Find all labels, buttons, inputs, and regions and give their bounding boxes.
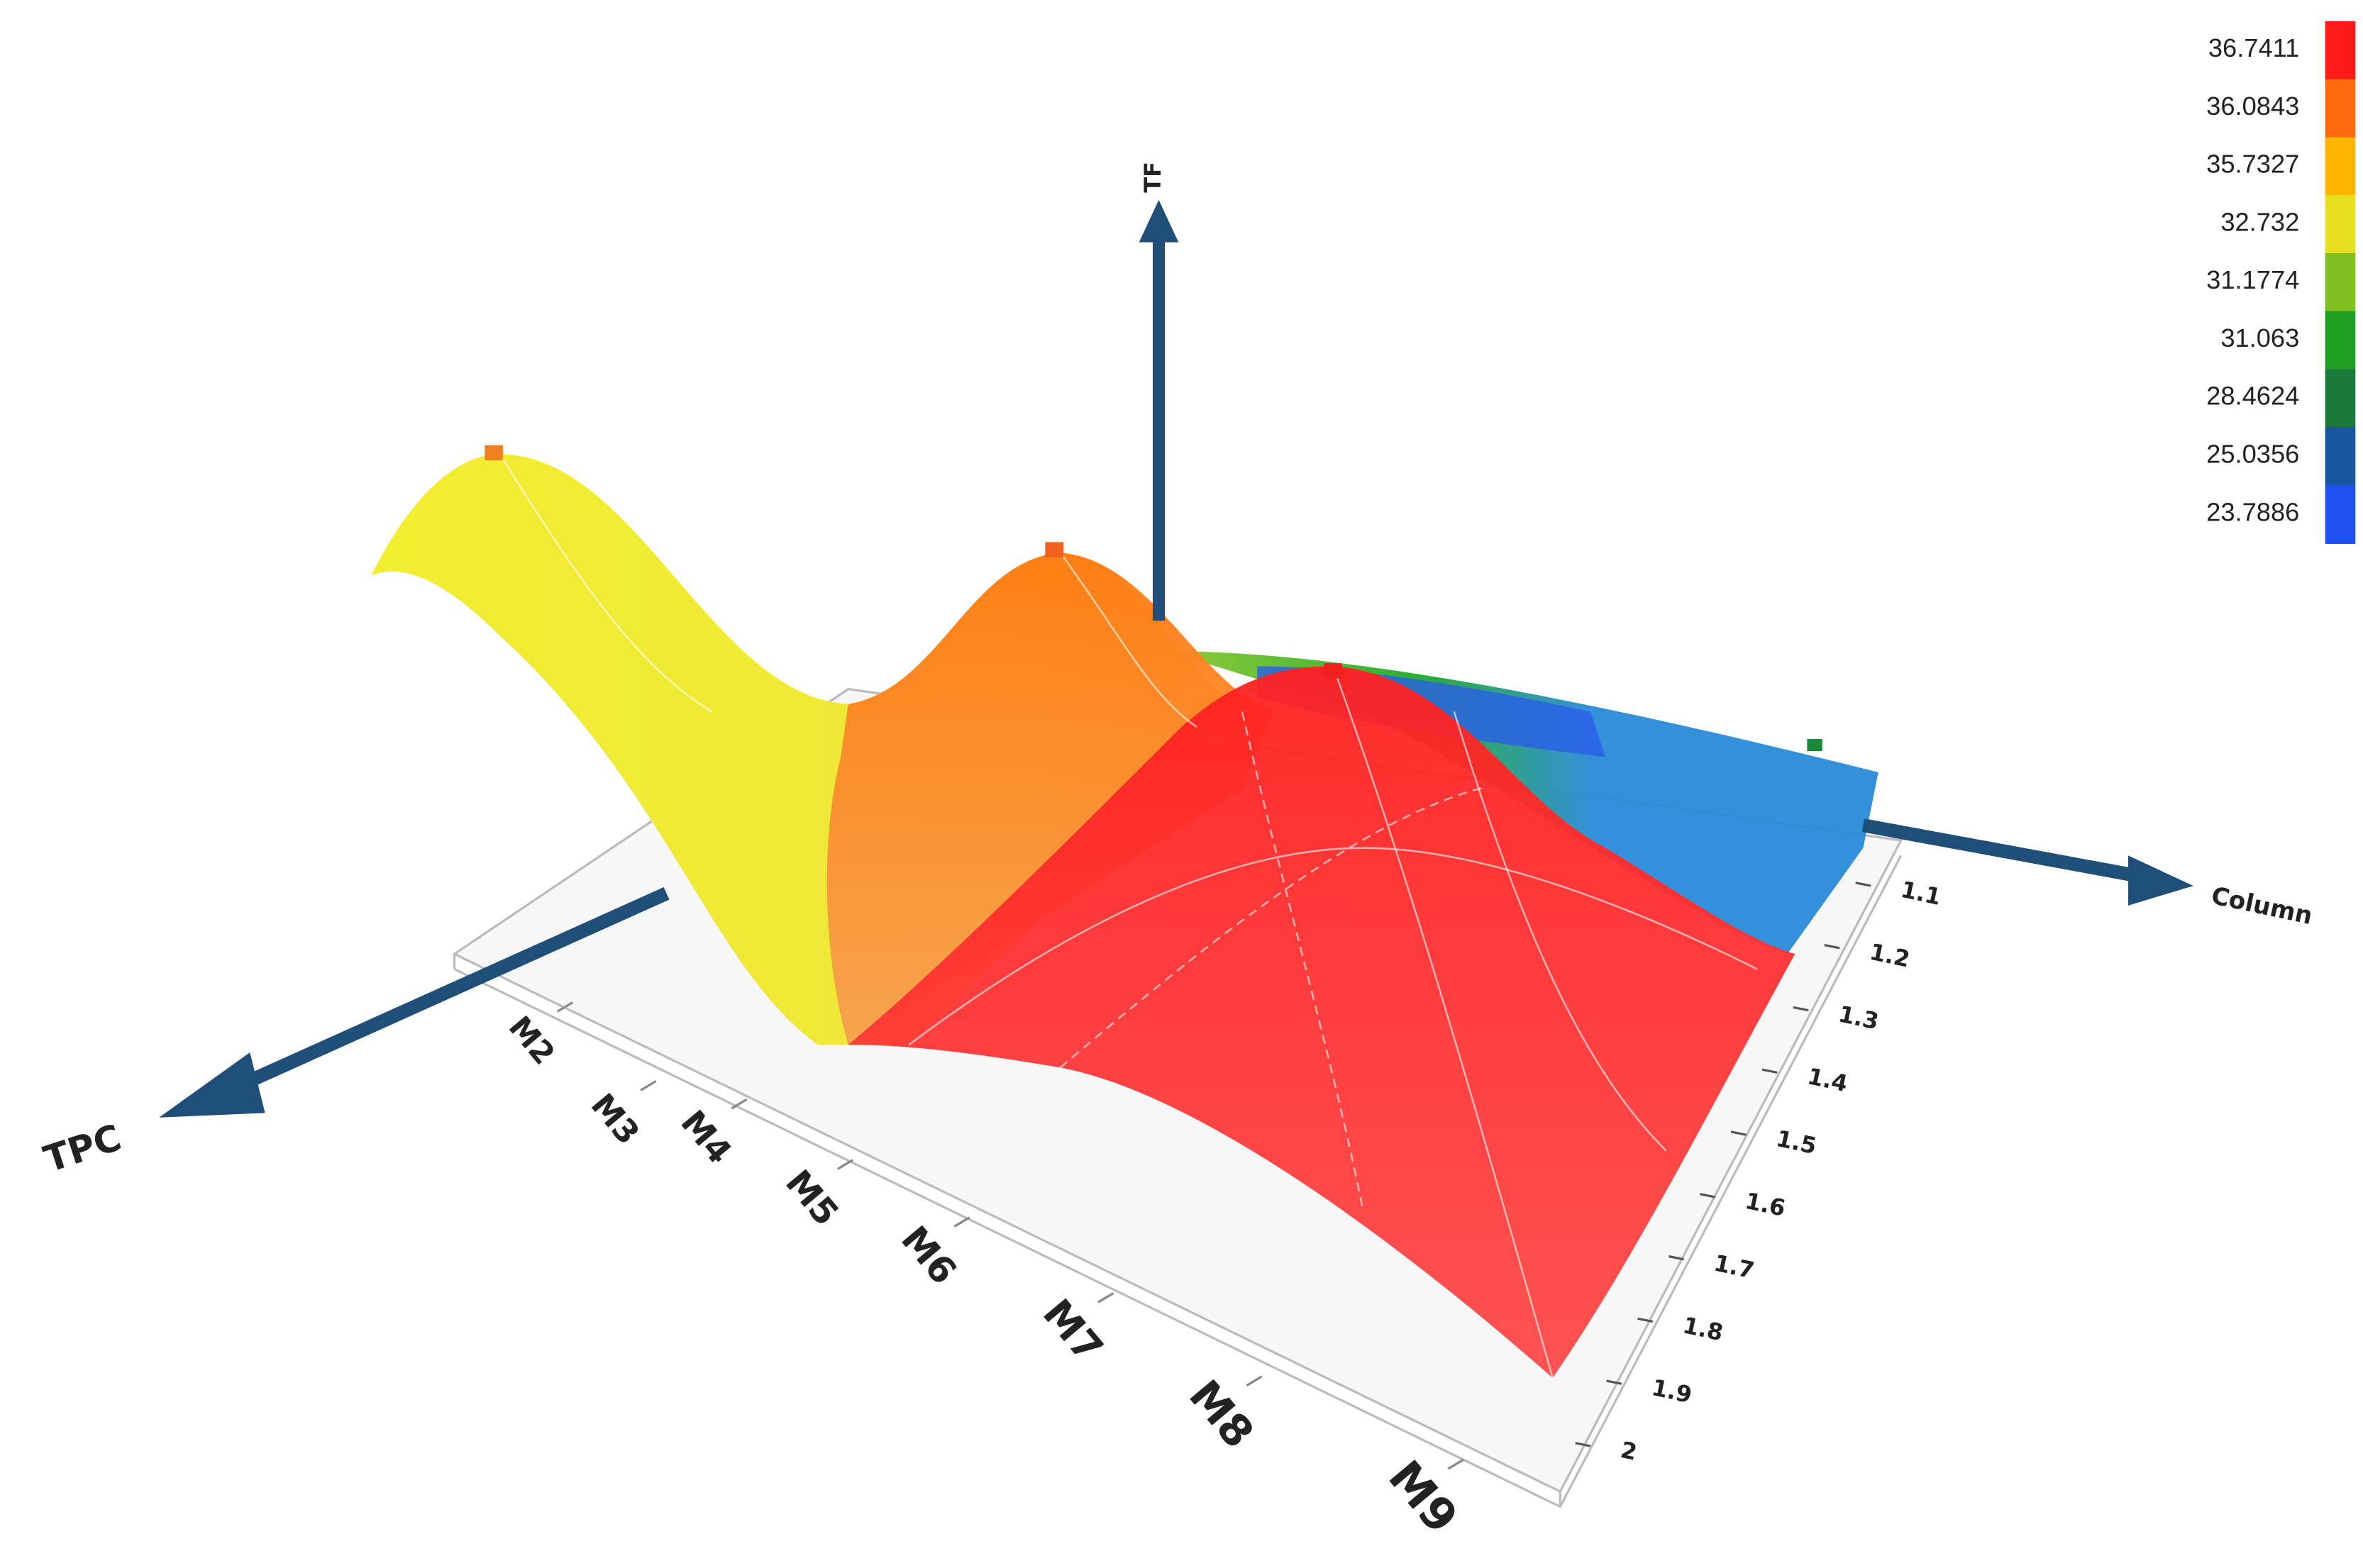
x-tick: [1447, 1458, 1464, 1470]
legend-label: 31.1774: [2206, 265, 2299, 294]
y-tick-label: 1.9: [1649, 1374, 1694, 1408]
x-tick: [1097, 1292, 1114, 1303]
x-tick: [953, 1216, 970, 1228]
legend-label: 28.4624: [2206, 382, 2299, 411]
y-tick: [1793, 1006, 1809, 1012]
x-tick: [556, 1001, 573, 1013]
y-tick: [1699, 1193, 1715, 1199]
legend-label: 25.0356: [2206, 440, 2299, 469]
y-tick: [1761, 1068, 1778, 1074]
y-tick-label: 1.7: [1712, 1250, 1756, 1284]
x-tick-label: M4: [673, 1103, 739, 1172]
x-tick-label: M2: [502, 1010, 562, 1072]
x-axis-title: TPC: [39, 1116, 126, 1181]
y-axis-arrow: [1861, 818, 2193, 906]
x-tick: [1246, 1375, 1263, 1387]
x-tick-label: M6: [892, 1218, 965, 1293]
y-tick-label: 2: [1618, 1436, 1639, 1466]
y-tick-label: 1.8: [1681, 1311, 1725, 1346]
legend-swatch: [2325, 195, 2356, 255]
x-tick-label: M3: [584, 1086, 647, 1152]
y-tick: [1730, 1130, 1747, 1136]
x-tick-label: M5: [777, 1162, 847, 1233]
x-tick: [836, 1159, 853, 1170]
y-tick: [1669, 1255, 1685, 1261]
legend-swatch: [2325, 427, 2356, 486]
y-tick: [1855, 882, 1871, 887]
y-tick: [1606, 1379, 1622, 1385]
legend-swatch: [2325, 485, 2356, 544]
legend-label: 35.7327: [2206, 150, 2299, 179]
y-tick-label: 1.4: [1805, 1062, 1850, 1097]
y-tick: [1637, 1317, 1654, 1323]
legend-swatch: [2325, 369, 2356, 428]
y-tick: [1575, 1442, 1591, 1447]
y-tick-label: 1.5: [1774, 1125, 1819, 1160]
legend-swatch: [2325, 79, 2356, 138]
legend-label: 23.7886: [2206, 497, 2299, 526]
y-tick-label: 1.3: [1836, 1001, 1881, 1035]
legend-label: 32.732: [2220, 207, 2299, 236]
y-tick-label: 1.6: [1743, 1187, 1788, 1222]
z-axis-arrow: [1139, 199, 1179, 621]
y-axis-title: Column: [2209, 882, 2315, 930]
y-tick-label: 1.1: [1898, 876, 1943, 911]
legend-swatch: [2325, 21, 2356, 80]
legend-label: 36.7411: [2208, 33, 2299, 62]
x-tick: [731, 1098, 748, 1110]
legend-swatch: [2325, 253, 2356, 312]
legend-swatch: [2325, 137, 2356, 196]
legend-swatch: [2325, 311, 2356, 370]
legend-label: 31.063: [2220, 323, 2299, 352]
y-tick-label: 1.2: [1867, 938, 1912, 973]
legend-label: 36.0843: [2206, 91, 2299, 121]
z-axis-title: TF: [1139, 162, 1166, 193]
x-axis-arrow: [159, 887, 670, 1118]
y-tick: [1824, 944, 1840, 950]
surface: [371, 445, 1878, 1379]
x-tick: [640, 1080, 657, 1091]
x-tick-label: M7: [1034, 1291, 1112, 1372]
